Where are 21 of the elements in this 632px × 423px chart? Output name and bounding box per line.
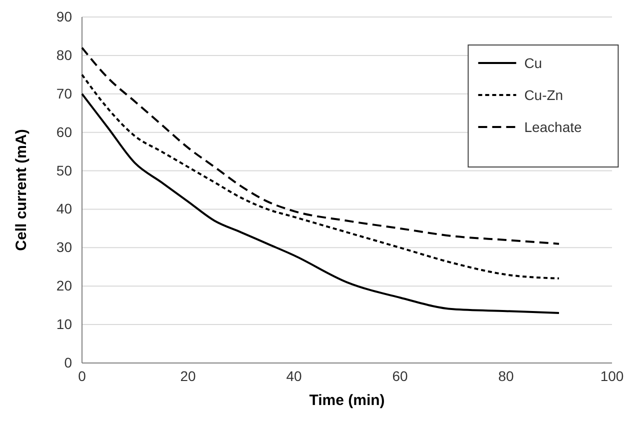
y-tick-label: 30 <box>56 239 72 256</box>
x-tick-label: 0 <box>78 368 86 384</box>
y-axis-title: Cell current (mA) <box>13 129 30 251</box>
y-tick-label: 40 <box>56 200 72 217</box>
x-tick-label: 80 <box>498 368 514 384</box>
y-tick-label: 90 <box>56 8 72 24</box>
y-tick-label: 70 <box>56 85 72 102</box>
y-tick-label: 80 <box>56 46 72 63</box>
x-axis-title: Time (min) <box>309 392 385 409</box>
x-tick-label: 20 <box>180 368 196 384</box>
y-tick-label: 50 <box>56 162 72 178</box>
y-tick-label: 10 <box>56 316 72 332</box>
x-tick-label: 100 <box>600 368 624 384</box>
legend-label: Leachate <box>524 119 582 135</box>
y-tick-label: 0 <box>64 354 72 370</box>
legend-label: Cu <box>524 55 542 71</box>
x-tick-label: 60 <box>392 368 408 384</box>
x-tick-label: 40 <box>286 368 302 384</box>
y-tick-label: 20 <box>56 278 72 294</box>
legend-label: Cu-Zn <box>524 87 564 103</box>
y-tick-label: 60 <box>56 124 72 140</box>
